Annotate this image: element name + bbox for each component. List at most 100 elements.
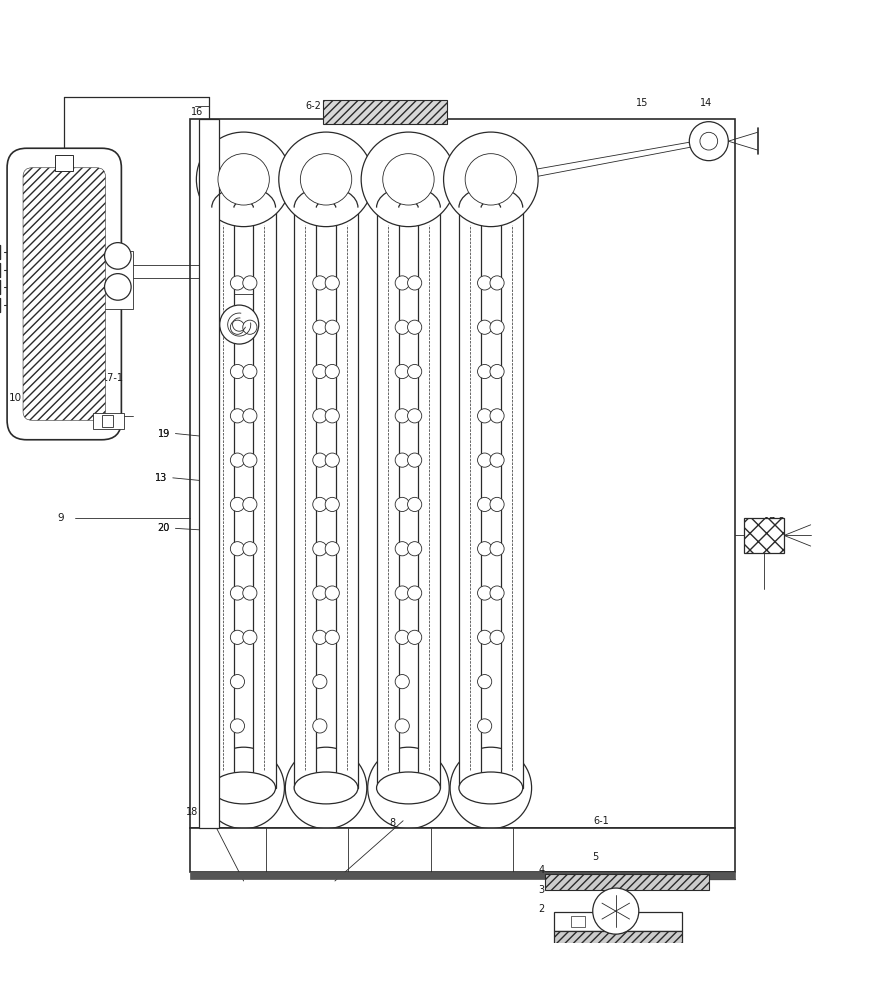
- Circle shape: [325, 630, 339, 644]
- Circle shape: [478, 453, 492, 467]
- Bar: [501, 208, 523, 788]
- Bar: [323, 100, 447, 124]
- Circle shape: [325, 497, 339, 512]
- Circle shape: [689, 122, 728, 161]
- Bar: [554, 912, 682, 931]
- Circle shape: [230, 320, 245, 334]
- Circle shape: [478, 630, 492, 644]
- Circle shape: [243, 364, 257, 379]
- Circle shape: [313, 542, 327, 556]
- Circle shape: [105, 243, 131, 269]
- Circle shape: [105, 274, 131, 300]
- Circle shape: [478, 675, 492, 689]
- Text: 13: 13: [155, 473, 167, 483]
- Text: 20: 20: [158, 523, 170, 533]
- Circle shape: [450, 747, 532, 829]
- Bar: [294, 208, 316, 788]
- Circle shape: [243, 630, 257, 644]
- Circle shape: [285, 747, 367, 829]
- Text: 11: 11: [202, 307, 214, 317]
- Bar: [554, 970, 682, 990]
- Circle shape: [230, 497, 245, 512]
- Circle shape: [325, 364, 339, 379]
- Circle shape: [408, 276, 422, 290]
- Text: 8: 8: [390, 818, 396, 828]
- Bar: [554, 931, 682, 951]
- Circle shape: [243, 542, 257, 556]
- Circle shape: [478, 719, 492, 733]
- Circle shape: [408, 320, 422, 334]
- Circle shape: [243, 409, 257, 423]
- Circle shape: [368, 747, 449, 829]
- Text: 19: 19: [158, 429, 170, 439]
- Text: 17-2: 17-2: [764, 517, 786, 527]
- Circle shape: [313, 497, 327, 512]
- Text: 9: 9: [58, 513, 64, 523]
- Circle shape: [325, 586, 339, 600]
- Circle shape: [230, 675, 245, 689]
- Text: 4: 4: [539, 865, 545, 875]
- Bar: [56, 155, 74, 171]
- Circle shape: [408, 497, 422, 512]
- Text: 3: 3: [539, 885, 545, 895]
- Ellipse shape: [212, 772, 276, 804]
- Circle shape: [361, 132, 455, 227]
- Bar: [102, 415, 113, 427]
- Circle shape: [395, 719, 409, 733]
- Text: 1: 1: [565, 925, 571, 935]
- Circle shape: [313, 276, 327, 290]
- Circle shape: [700, 132, 718, 150]
- Bar: [377, 208, 399, 788]
- Bar: [554, 951, 682, 970]
- Text: 12: 12: [202, 322, 214, 332]
- Circle shape: [395, 453, 409, 467]
- Circle shape: [313, 320, 327, 334]
- Circle shape: [313, 630, 327, 644]
- Bar: [571, 916, 585, 927]
- Circle shape: [313, 409, 327, 423]
- Circle shape: [230, 364, 245, 379]
- Bar: [744, 518, 784, 553]
- FancyBboxPatch shape: [7, 148, 121, 440]
- Circle shape: [395, 542, 409, 556]
- Circle shape: [230, 586, 245, 600]
- Circle shape: [593, 888, 639, 934]
- Text: 6-1: 6-1: [594, 816, 610, 826]
- Circle shape: [313, 675, 327, 689]
- Circle shape: [395, 630, 409, 644]
- Circle shape: [490, 320, 504, 334]
- Circle shape: [408, 453, 422, 467]
- Circle shape: [478, 409, 492, 423]
- Circle shape: [408, 364, 422, 379]
- Circle shape: [478, 320, 492, 334]
- Circle shape: [243, 586, 257, 600]
- Circle shape: [230, 409, 245, 423]
- Text: 18: 18: [186, 807, 198, 817]
- Circle shape: [313, 364, 327, 379]
- Text: 17-1: 17-1: [102, 373, 124, 383]
- Circle shape: [243, 453, 257, 467]
- Circle shape: [313, 453, 327, 467]
- Circle shape: [490, 586, 504, 600]
- Circle shape: [490, 276, 504, 290]
- Text: 14: 14: [700, 98, 712, 108]
- FancyBboxPatch shape: [23, 168, 105, 420]
- Circle shape: [395, 675, 409, 689]
- Circle shape: [220, 305, 259, 344]
- Circle shape: [478, 586, 492, 600]
- Circle shape: [279, 132, 373, 227]
- Text: 2: 2: [539, 904, 545, 914]
- Circle shape: [478, 542, 492, 556]
- Text: 6-2: 6-2: [306, 101, 322, 111]
- Circle shape: [408, 542, 422, 556]
- Circle shape: [395, 276, 409, 290]
- Circle shape: [478, 276, 492, 290]
- Circle shape: [490, 409, 504, 423]
- Circle shape: [300, 154, 352, 205]
- Circle shape: [230, 453, 245, 467]
- Ellipse shape: [459, 772, 523, 804]
- Bar: [212, 208, 234, 788]
- Circle shape: [395, 409, 409, 423]
- Bar: [459, 208, 481, 788]
- Circle shape: [395, 320, 409, 334]
